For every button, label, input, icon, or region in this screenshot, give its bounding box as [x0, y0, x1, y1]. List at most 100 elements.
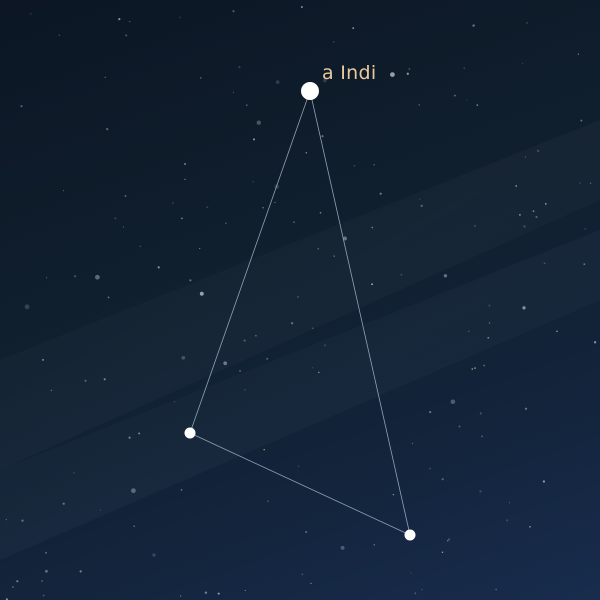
background-star — [84, 379, 87, 382]
background-star — [20, 105, 23, 108]
background-star — [266, 357, 269, 360]
background-star — [584, 228, 586, 230]
background-star — [99, 509, 102, 511]
background-star — [593, 341, 597, 344]
star-beta[interactable] — [184, 427, 196, 439]
background-star — [5, 518, 7, 521]
background-star — [536, 149, 540, 153]
background-star — [429, 411, 432, 414]
background-star — [275, 80, 280, 84]
background-star — [443, 274, 448, 278]
background-star — [179, 16, 181, 19]
background-star — [244, 589, 246, 592]
background-star — [458, 425, 461, 428]
line-beta-theta — [189, 432, 411, 536]
background-star — [414, 592, 417, 595]
background-star — [488, 322, 491, 324]
background-star — [324, 344, 326, 346]
background-star — [483, 364, 486, 367]
background-star — [508, 502, 511, 504]
background-star — [138, 432, 141, 435]
background-star — [495, 588, 497, 591]
background-star — [255, 334, 257, 337]
background-star — [525, 21, 528, 24]
background-star — [223, 361, 228, 366]
background-star — [130, 488, 136, 494]
background-star — [125, 34, 128, 37]
background-star — [189, 279, 192, 282]
background-star — [41, 580, 44, 582]
background-star — [122, 226, 124, 228]
background-star — [244, 388, 246, 391]
background-star — [297, 296, 299, 298]
background-star — [74, 275, 77, 278]
background-star — [106, 127, 109, 131]
background-star — [418, 103, 421, 106]
background-star — [333, 41, 335, 43]
background-star — [312, 367, 314, 369]
background-star — [104, 76, 106, 78]
background-star — [535, 215, 538, 219]
background-star — [410, 572, 412, 574]
background-star — [408, 68, 411, 70]
background-star — [441, 478, 444, 481]
background-star — [263, 448, 265, 451]
background-star — [556, 330, 558, 333]
background-star — [181, 217, 183, 220]
line-alpha-theta — [309, 90, 411, 536]
background-star — [46, 277, 48, 279]
star-theta[interactable] — [404, 529, 416, 541]
background-star — [400, 273, 403, 276]
background-star — [479, 490, 482, 493]
background-star — [62, 502, 65, 505]
background-star — [311, 327, 314, 330]
background-star — [371, 226, 374, 229]
background-star — [107, 296, 110, 299]
star-alpha-indi[interactable] — [301, 82, 319, 100]
background-star — [293, 221, 295, 223]
background-star — [42, 358, 44, 361]
background-star — [519, 214, 521, 216]
background-star — [466, 99, 468, 101]
background-star — [474, 367, 476, 369]
background-star — [252, 181, 254, 183]
background-star — [129, 20, 131, 23]
background-star — [589, 182, 592, 184]
background-star — [411, 442, 414, 444]
background-star — [58, 34, 61, 37]
background-star — [392, 493, 395, 496]
background-star — [297, 465, 300, 467]
background-star — [448, 538, 450, 540]
background-star — [199, 76, 202, 79]
background-star — [390, 72, 395, 77]
background-star — [44, 569, 48, 573]
background-star — [322, 78, 327, 83]
background-star — [441, 551, 444, 553]
background-star — [321, 135, 324, 138]
background-star — [62, 190, 65, 192]
background-star — [256, 120, 261, 125]
background-star — [30, 13, 32, 15]
background-star — [42, 594, 45, 597]
background-star — [580, 119, 583, 122]
background-star — [487, 336, 490, 339]
background-star — [371, 283, 374, 286]
background-star — [12, 586, 14, 588]
background-star — [468, 330, 470, 333]
background-star — [373, 544, 375, 546]
background-star — [453, 94, 456, 97]
background-star — [199, 247, 201, 250]
background-star — [532, 210, 535, 213]
background-star — [481, 435, 483, 438]
background-star — [406, 72, 409, 75]
background-star — [479, 412, 482, 415]
background-star — [184, 163, 186, 165]
background-star — [506, 519, 509, 522]
background-star — [179, 595, 182, 597]
background-star — [232, 91, 234, 93]
background-star — [243, 339, 246, 342]
background-star — [21, 519, 24, 522]
background-star — [340, 545, 345, 550]
background-star — [471, 368, 474, 370]
background-star — [515, 185, 518, 187]
